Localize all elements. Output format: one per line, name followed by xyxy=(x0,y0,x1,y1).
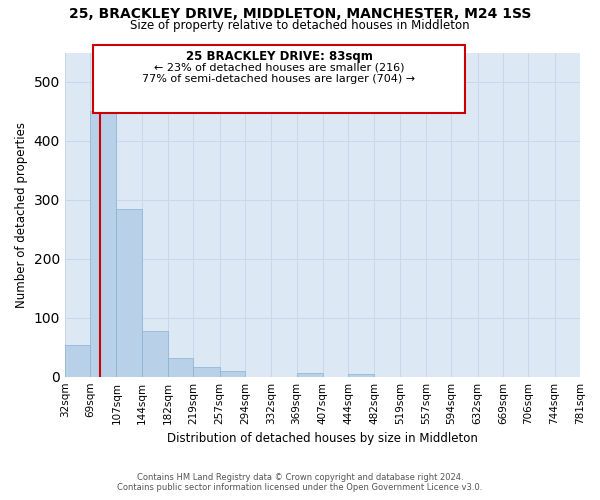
Text: 25 BRACKLEY DRIVE: 83sqm: 25 BRACKLEY DRIVE: 83sqm xyxy=(185,50,373,63)
Text: ← 23% of detached houses are smaller (216): ← 23% of detached houses are smaller (21… xyxy=(154,62,404,72)
Text: 25, BRACKLEY DRIVE, MIDDLETON, MANCHESTER, M24 1SS: 25, BRACKLEY DRIVE, MIDDLETON, MANCHESTE… xyxy=(69,8,531,22)
Text: Size of property relative to detached houses in Middleton: Size of property relative to detached ho… xyxy=(130,18,470,32)
X-axis label: Distribution of detached houses by size in Middleton: Distribution of detached houses by size … xyxy=(167,432,478,445)
Bar xyxy=(193,366,220,376)
Text: Contains HM Land Registry data © Crown copyright and database right 2024.
Contai: Contains HM Land Registry data © Crown c… xyxy=(118,473,482,492)
Bar xyxy=(65,346,90,376)
Text: 77% of semi-detached houses are larger (704) →: 77% of semi-detached houses are larger (… xyxy=(142,74,416,84)
Bar xyxy=(90,112,116,376)
Bar xyxy=(220,371,245,376)
Bar xyxy=(116,208,142,376)
Bar xyxy=(296,373,323,376)
Bar xyxy=(168,358,193,376)
Y-axis label: Number of detached properties: Number of detached properties xyxy=(15,122,28,308)
Bar xyxy=(142,330,168,376)
Bar xyxy=(348,374,374,376)
